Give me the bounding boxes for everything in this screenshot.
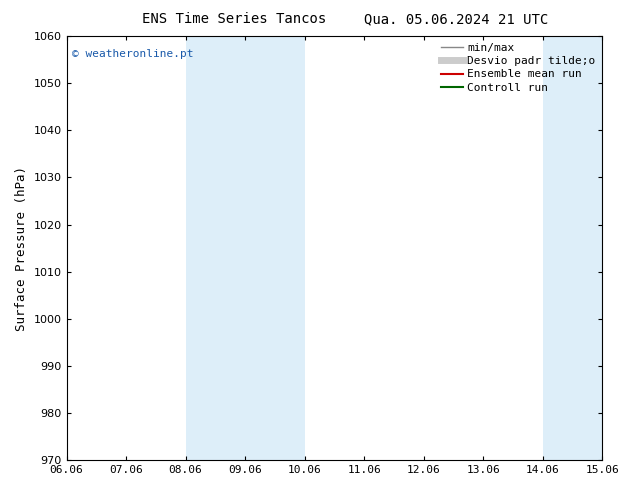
Y-axis label: Surface Pressure (hPa): Surface Pressure (hPa) <box>15 166 28 331</box>
Text: © weatheronline.pt: © weatheronline.pt <box>72 49 193 59</box>
Text: ENS Time Series Tancos: ENS Time Series Tancos <box>143 12 327 26</box>
Bar <box>186 36 245 460</box>
Legend: min/max, Desvio padr tilde;o, Ensemble mean run, Controll run: min/max, Desvio padr tilde;o, Ensemble m… <box>436 38 600 97</box>
Bar <box>543 36 602 460</box>
Text: Qua. 05.06.2024 21 UTC: Qua. 05.06.2024 21 UTC <box>365 12 548 26</box>
Bar <box>245 36 304 460</box>
